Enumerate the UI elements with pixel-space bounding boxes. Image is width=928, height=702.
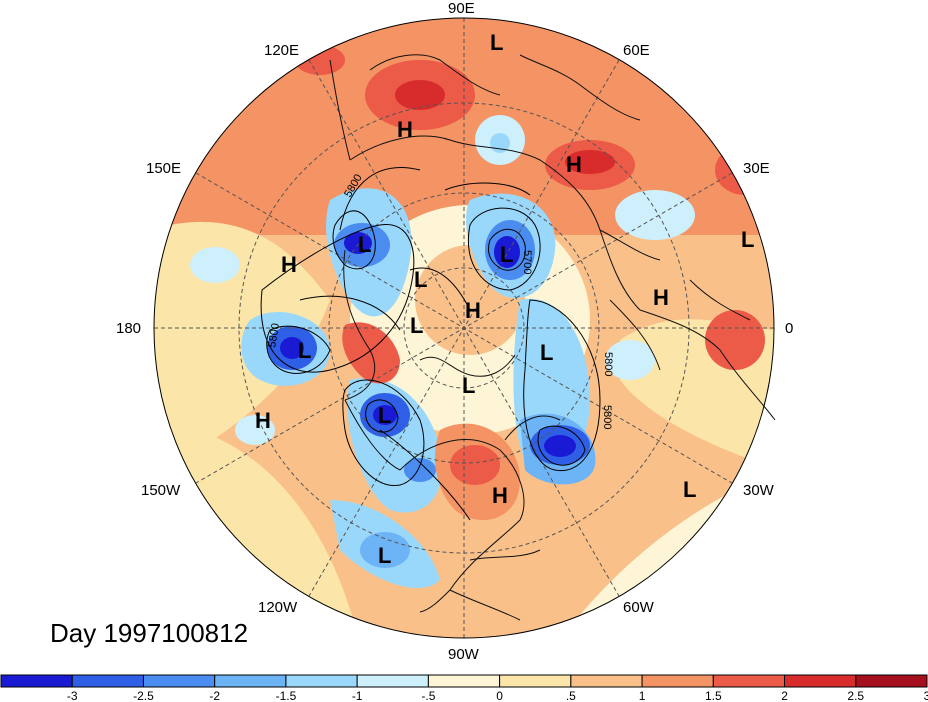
longitude-labels: 90E 60E 30E 0 30W 60W 90W 120W 150W 180 … [116, 0, 793, 663]
pressure-system-label: L [410, 313, 423, 338]
map-title: Day 1997100812 [50, 618, 249, 648]
colorbar-swatch [570, 674, 643, 688]
pressure-system-label: L [298, 338, 311, 363]
pressure-system-label: L [462, 373, 475, 398]
longitude-label: 30E [743, 160, 770, 177]
graticule [154, 18, 774, 638]
pressure-system-label: H [653, 285, 669, 310]
colorbar-swatch [499, 674, 572, 688]
colorbar-tick-label: 1 [639, 689, 646, 702]
colorbar-tick-label: -3 [67, 689, 78, 702]
colorbar-tick-label: -2 [209, 689, 220, 702]
longitude-label: 30W [743, 482, 775, 499]
pressure-system-label: L [358, 232, 371, 257]
colorbar-tick-label: 1.5 [705, 689, 722, 702]
pressure-system-label: L [414, 267, 427, 292]
pressure-system-markers: L H H L L H H L L L H L L L H L H L L [255, 30, 754, 568]
colorbar-tick-label: -2.5 [133, 689, 154, 702]
pressure-system-label: H [465, 298, 481, 323]
pressure-system-label: L [500, 242, 513, 267]
longitude-label: 0 [785, 320, 793, 337]
colorbar-swatch [71, 674, 144, 688]
pressure-system-label: L [741, 227, 754, 252]
contour-label: 5700 [521, 250, 533, 274]
contour-label: 5800 [602, 352, 614, 376]
pressure-system-label: L [490, 30, 503, 55]
colorbar-swatch [0, 674, 73, 688]
pressure-system-label: H [397, 117, 413, 142]
coastlines [329, 54, 776, 621]
colorbar-swatch [142, 674, 216, 688]
colorbar-tick-label: .5 [566, 689, 576, 702]
colorbar-swatch [285, 674, 358, 688]
colorbar-swatch [712, 674, 786, 688]
colorbar-swatch [356, 674, 429, 688]
colorbar-tick-label: -1 [352, 689, 363, 702]
pressure-system-label: H [566, 152, 582, 177]
longitude-label: 120W [258, 599, 298, 616]
longitude-label: 180 [116, 320, 141, 337]
colorbar-swatch [855, 674, 928, 688]
colorbar: -3 -2.5 -2 -1.5 -1 -.5 0 .5 1 1.5 2 2.5 3 [0, 674, 928, 702]
pressure-system-label: H [281, 252, 297, 277]
contour-label: 5800 [601, 405, 613, 429]
colorbar-tick-label: 0 [496, 689, 503, 702]
colorbar-tick-label: 2.5 [847, 689, 864, 702]
colorbar-swatch [214, 674, 287, 688]
colorbar-tick-label: -.5 [421, 689, 435, 702]
longitude-label: 60W [623, 599, 655, 616]
height-contours [260, 167, 601, 521]
pressure-system-label: L [378, 543, 391, 568]
longitude-label: 120E [264, 42, 299, 59]
longitude-label: 150W [141, 482, 181, 499]
longitude-label: 90W [448, 646, 480, 663]
pressure-system-label: L [540, 340, 553, 365]
longitude-label: 60E [623, 42, 650, 59]
pressure-system-label: H [255, 408, 271, 433]
polar-stereographic-map: 5800 5700 5800 5800 5800 L H H L L H H L… [116, 0, 793, 663]
map-boundary [153, 17, 775, 639]
pressure-system-label: L [683, 477, 696, 502]
pressure-system-label: H [492, 483, 508, 508]
colorbar-swatch [784, 674, 857, 688]
colorbar-tick-label: 3 [924, 689, 928, 702]
longitude-label: 150E [146, 160, 181, 177]
colorbar-tick-label: 2 [781, 689, 788, 702]
pressure-system-label: L [378, 403, 391, 428]
colorbar-swatch [641, 674, 714, 688]
colorbar-tick-label: -1.5 [276, 689, 297, 702]
contour-label: 5800 [266, 322, 282, 348]
colorbar-swatch [427, 674, 501, 688]
longitude-label: 90E [448, 0, 475, 17]
